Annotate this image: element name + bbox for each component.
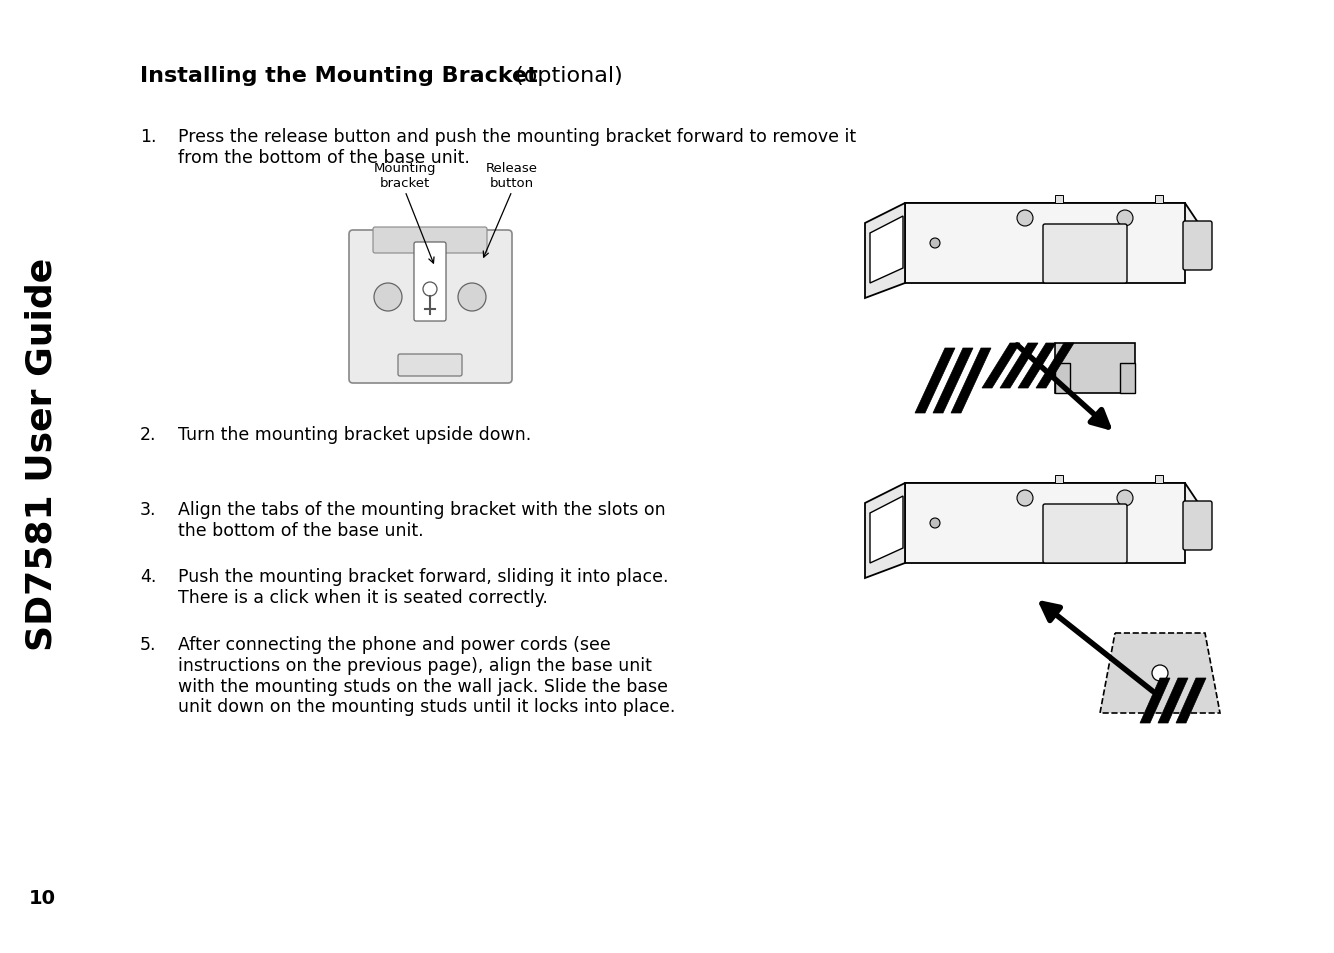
Polygon shape (1158, 679, 1189, 723)
Polygon shape (1177, 679, 1206, 723)
Polygon shape (864, 204, 904, 298)
Text: Turn the mounting bracket upside down.: Turn the mounting bracket upside down. (177, 426, 531, 443)
Polygon shape (1000, 344, 1038, 389)
Polygon shape (1055, 344, 1135, 394)
Text: After connecting the phone and power cords (see
instructions on the previous pag: After connecting the phone and power cor… (177, 636, 675, 716)
Circle shape (1153, 665, 1169, 681)
Polygon shape (1037, 344, 1074, 389)
Polygon shape (864, 483, 904, 578)
Text: (optional): (optional) (508, 66, 623, 86)
Polygon shape (982, 344, 1021, 389)
Text: Mounting
bracket: Mounting bracket (374, 162, 436, 190)
FancyBboxPatch shape (398, 355, 462, 376)
Text: Push the mounting bracket forward, sliding it into place.
There is a click when : Push the mounting bracket forward, slidi… (177, 567, 668, 606)
Text: 2.: 2. (140, 426, 156, 443)
FancyBboxPatch shape (374, 228, 487, 253)
Polygon shape (1055, 364, 1070, 394)
Polygon shape (904, 204, 1185, 284)
Circle shape (1117, 211, 1133, 227)
FancyBboxPatch shape (1183, 222, 1213, 271)
Text: 5.: 5. (140, 636, 156, 654)
Polygon shape (1055, 476, 1063, 483)
FancyBboxPatch shape (1043, 504, 1127, 563)
Circle shape (458, 284, 486, 312)
Polygon shape (951, 349, 991, 414)
Polygon shape (1141, 679, 1170, 723)
Polygon shape (904, 483, 1185, 563)
Polygon shape (870, 216, 903, 284)
Polygon shape (1055, 195, 1063, 204)
Circle shape (1017, 211, 1033, 227)
Text: 4.: 4. (140, 567, 156, 585)
Polygon shape (1121, 364, 1135, 394)
Text: 1.: 1. (140, 128, 156, 146)
Text: 3.: 3. (140, 500, 156, 518)
FancyBboxPatch shape (1043, 225, 1127, 284)
Polygon shape (1018, 344, 1057, 389)
Circle shape (930, 518, 940, 529)
Circle shape (1117, 491, 1133, 506)
FancyBboxPatch shape (414, 243, 446, 322)
FancyBboxPatch shape (350, 231, 512, 384)
Text: Align the tabs of the mounting bracket with the slots on
the bottom of the base : Align the tabs of the mounting bracket w… (177, 500, 666, 539)
FancyBboxPatch shape (1183, 501, 1213, 551)
Circle shape (1017, 491, 1033, 506)
Circle shape (423, 283, 438, 296)
Text: Release
button: Release button (486, 162, 538, 190)
Polygon shape (915, 349, 955, 414)
Polygon shape (1155, 476, 1163, 483)
Polygon shape (1101, 634, 1221, 713)
Polygon shape (904, 204, 1205, 233)
Text: Installing the Mounting Bracket: Installing the Mounting Bracket (140, 66, 538, 86)
Text: SD7581 User Guide: SD7581 User Guide (25, 257, 59, 650)
Text: 10: 10 (28, 888, 56, 907)
Polygon shape (1155, 195, 1163, 204)
Polygon shape (932, 349, 972, 414)
Polygon shape (870, 497, 903, 563)
Circle shape (374, 284, 402, 312)
Polygon shape (904, 483, 1205, 514)
Text: Press the release button and push the mounting bracket forward to remove it
from: Press the release button and push the mo… (177, 128, 856, 167)
Circle shape (930, 239, 940, 249)
